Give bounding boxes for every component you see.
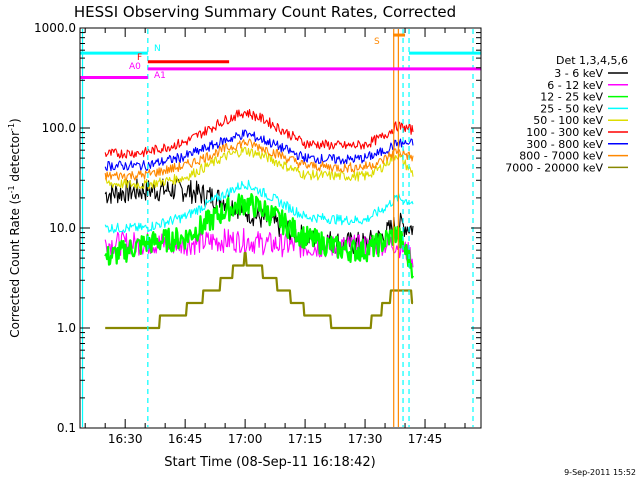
y-axis-label-part1: Corrected Count Rate (s bbox=[8, 193, 22, 337]
data-layer bbox=[104, 109, 414, 330]
legend-label: 12 - 25 keV bbox=[540, 91, 603, 104]
legend-label: 6 - 12 keV bbox=[547, 79, 603, 92]
y-tick-label: 10.0 bbox=[49, 221, 76, 235]
series-line-5 bbox=[104, 146, 414, 190]
timestamp: 9-Sep-2011 15:52 bbox=[564, 468, 636, 477]
flag-label-n: N bbox=[154, 44, 161, 54]
series-line-8 bbox=[104, 138, 414, 181]
axes-layer: 0.1 1.0 10.0 100.0 1000.0 16:30 16:45 17:00 17:1… bbox=[34, 21, 481, 446]
y-axis-label-sup2: -1 bbox=[7, 123, 16, 131]
y-tick-label: 0.1 bbox=[57, 421, 76, 435]
chart-title: HESSI Observing Summary Count Rates, Cor… bbox=[74, 3, 456, 21]
legend-label: 300 - 800 keV bbox=[526, 138, 603, 151]
legend-label: 7000 - 20000 keV bbox=[505, 161, 603, 174]
y-axis-label-sup1: -1 bbox=[7, 185, 16, 193]
y-axis-label-part3: ) bbox=[8, 118, 22, 123]
legend-label: 50 - 100 keV bbox=[533, 114, 603, 127]
legend-label: 3 - 6 keV bbox=[554, 67, 603, 80]
legend-label: 100 - 300 keV bbox=[526, 126, 603, 139]
x-tick-label: 16:30 bbox=[108, 432, 143, 446]
x-tick-label: 17:15 bbox=[288, 432, 323, 446]
legend-title: Det 1,3,4,5,6 bbox=[556, 54, 628, 67]
y-tick-label: 1.0 bbox=[57, 321, 76, 335]
x-tick-label: 16:45 bbox=[168, 432, 203, 446]
legend-label: 800 - 7000 keV bbox=[519, 150, 603, 163]
series-line-6 bbox=[104, 109, 414, 159]
x-tick-label: 17:30 bbox=[348, 432, 383, 446]
series-line-4 bbox=[104, 179, 414, 234]
y-axis-label-part2: detector bbox=[8, 131, 22, 186]
flag-label-f: F bbox=[137, 53, 142, 63]
series-line-7 bbox=[104, 129, 414, 172]
x-tick-label: 17:00 bbox=[228, 432, 263, 446]
y-axis-label: Corrected Count Rate (s-1 detector-1) bbox=[7, 118, 22, 337]
flag-label-a0: A0 bbox=[129, 62, 141, 72]
flag-label-a1: A1 bbox=[154, 71, 166, 81]
flag-label-s: S bbox=[374, 37, 380, 47]
series-line-9 bbox=[105, 251, 414, 330]
legend-label: 25 - 50 keV bbox=[540, 102, 603, 115]
y-tick-label: 1000.0 bbox=[34, 21, 76, 35]
y-tick-label: 100.0 bbox=[42, 121, 76, 135]
x-tick-label: 17:45 bbox=[408, 432, 443, 446]
x-axis-label: Start Time (08-Sep-11 16:18:42) bbox=[164, 455, 375, 470]
series-line-3 bbox=[104, 193, 414, 279]
